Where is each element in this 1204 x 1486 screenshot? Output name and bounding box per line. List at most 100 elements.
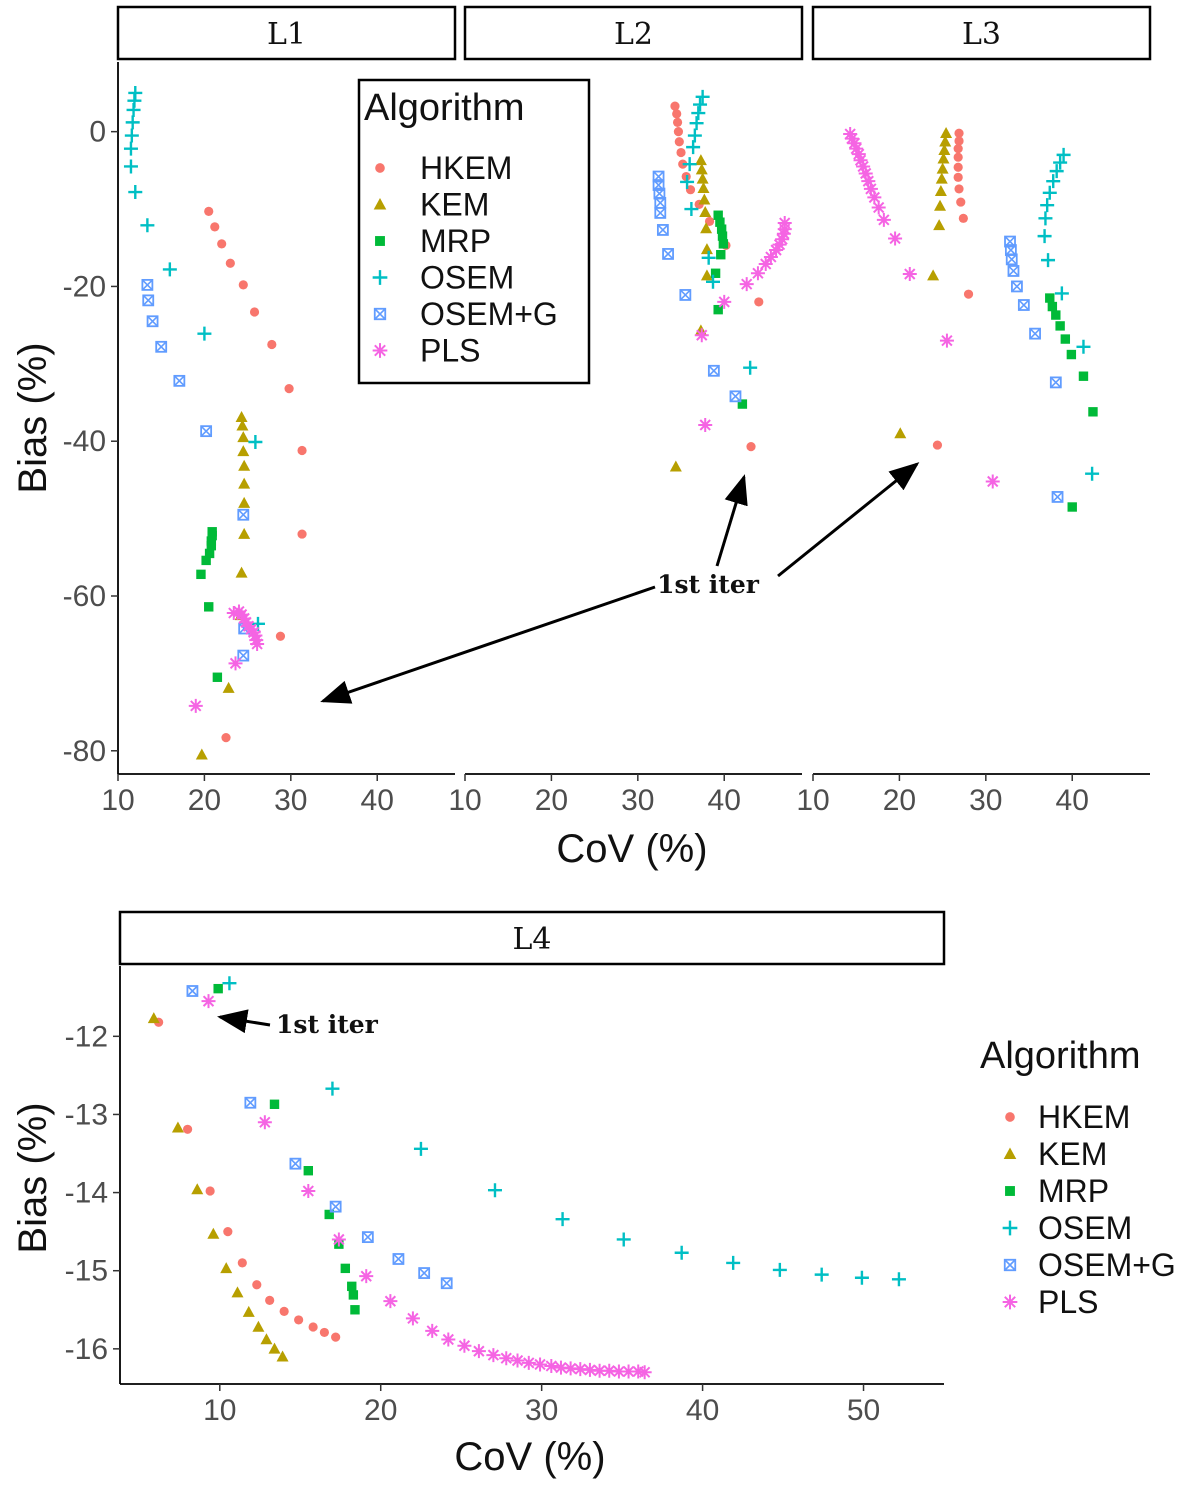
pls-star bbox=[533, 1357, 548, 1372]
y-tick-label: -15 bbox=[65, 1255, 108, 1288]
kem-triangle bbox=[191, 1183, 204, 1195]
point-mrp bbox=[1067, 502, 1077, 512]
osemg-cross bbox=[1007, 265, 1020, 277]
point-osem bbox=[197, 326, 212, 341]
osemg-square bbox=[1003, 1258, 1017, 1272]
point-kem bbox=[938, 144, 951, 156]
hkem-dot bbox=[319, 1327, 329, 1338]
kem-triangle bbox=[700, 269, 713, 281]
point-hkem bbox=[956, 197, 966, 207]
point-osem bbox=[726, 1255, 741, 1270]
point-pls bbox=[876, 212, 891, 227]
osem-plus bbox=[1040, 198, 1055, 213]
point-osem-gg bbox=[707, 364, 720, 377]
osemg-square bbox=[142, 294, 155, 307]
point-mrp bbox=[206, 540, 217, 551]
point-kem bbox=[238, 496, 251, 508]
osem-plus bbox=[682, 157, 697, 172]
point-pls bbox=[776, 226, 791, 241]
osemg-square bbox=[244, 1096, 257, 1109]
osemg-square bbox=[392, 1253, 405, 1265]
series-hkem-l4 bbox=[154, 1017, 341, 1342]
point-kem bbox=[934, 199, 947, 211]
point-pls bbox=[533, 1357, 548, 1372]
osem-plus bbox=[124, 128, 139, 143]
point-kem bbox=[237, 445, 250, 457]
annotation-1st-iter-top: 1st iter bbox=[657, 570, 760, 599]
legend-key-kem bbox=[1003, 1147, 1017, 1160]
pls-star bbox=[637, 1365, 652, 1380]
osemg-square bbox=[1049, 376, 1062, 389]
point-pls bbox=[856, 159, 871, 174]
x-tick-label: 20 bbox=[883, 784, 916, 817]
legend-item-osem-gg: OSEM+G bbox=[373, 296, 558, 332]
strip-label-l3: L3 bbox=[962, 17, 1001, 52]
osem-plus bbox=[616, 1232, 631, 1247]
kem-triangle bbox=[927, 269, 940, 281]
point-osem bbox=[682, 157, 697, 172]
point-mrp bbox=[204, 602, 214, 612]
osemg-square bbox=[1005, 253, 1018, 266]
hkem-dot bbox=[205, 1186, 215, 1196]
hkem-dot bbox=[331, 1332, 341, 1342]
point-hkem bbox=[284, 383, 294, 394]
point-pls bbox=[888, 231, 903, 246]
hkem-dot bbox=[297, 529, 307, 539]
osemg-cross bbox=[729, 390, 742, 402]
series-pls-l3 bbox=[843, 126, 1000, 489]
y-axis-title-top: Bias (%) bbox=[11, 342, 55, 493]
osem-plus bbox=[1076, 339, 1091, 354]
hkem-dot bbox=[221, 733, 231, 743]
osemg-square bbox=[1004, 235, 1016, 248]
mrp-square bbox=[713, 304, 723, 315]
point-pls bbox=[772, 237, 787, 252]
point-osem bbox=[705, 274, 720, 289]
point-osem-gg bbox=[244, 1096, 257, 1109]
point-osem bbox=[674, 1245, 689, 1260]
osem-plus bbox=[372, 270, 388, 285]
osemg-cross bbox=[1050, 376, 1062, 388]
point-osem bbox=[1053, 155, 1068, 170]
point-pls bbox=[985, 474, 1000, 489]
point-hkem bbox=[223, 1227, 233, 1237]
series-osem-l2 bbox=[680, 89, 758, 375]
point-mrp bbox=[269, 1099, 280, 1109]
kem-triangle bbox=[220, 1262, 233, 1274]
mrp-square bbox=[201, 555, 211, 566]
osem-plus bbox=[1046, 174, 1061, 189]
osemg-cross bbox=[708, 365, 720, 377]
osem-plus bbox=[123, 141, 138, 156]
point-mrp bbox=[1045, 293, 1055, 303]
point-osem bbox=[695, 89, 710, 104]
pls-star bbox=[592, 1363, 607, 1378]
mrp-square bbox=[350, 1305, 360, 1315]
point-osem bbox=[814, 1267, 829, 1282]
point-kem bbox=[694, 154, 707, 166]
point-kem bbox=[695, 163, 708, 175]
y-tick-label: 0 bbox=[89, 116, 106, 149]
kem-triangle bbox=[696, 172, 709, 184]
point-osem bbox=[162, 262, 177, 277]
pls-star bbox=[861, 174, 876, 189]
point-pls bbox=[611, 1364, 626, 1379]
osemg-cross bbox=[1018, 299, 1030, 311]
pls-star bbox=[843, 126, 858, 141]
osemg-square bbox=[652, 170, 665, 183]
osem-plus bbox=[743, 360, 758, 375]
legend-key-osem-gg bbox=[373, 307, 387, 321]
x-axis-title-top: CoV (%) bbox=[556, 827, 707, 871]
point-osem-gg bbox=[146, 315, 159, 328]
pls-star bbox=[544, 1359, 559, 1374]
pls-star bbox=[471, 1344, 486, 1359]
point-osem bbox=[1040, 198, 1055, 213]
point-pls bbox=[544, 1359, 559, 1374]
point-kem bbox=[937, 152, 950, 164]
point-kem bbox=[927, 269, 940, 281]
kem-triangle bbox=[268, 1342, 281, 1354]
legend-key-osem bbox=[372, 270, 388, 285]
point-pls bbox=[250, 636, 265, 651]
pls-star bbox=[582, 1362, 597, 1377]
point-osem bbox=[684, 202, 699, 217]
point-hkem bbox=[308, 1322, 318, 1332]
